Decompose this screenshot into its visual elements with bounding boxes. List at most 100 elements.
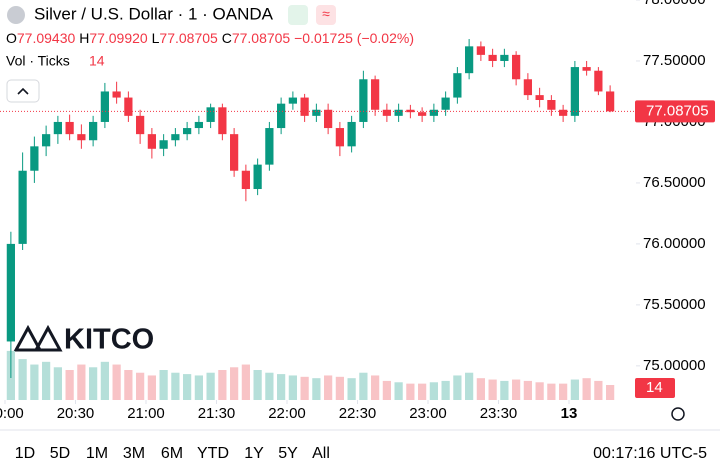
candle-body: [371, 79, 380, 110]
x-tick-label: 23:00: [409, 405, 447, 422]
volume-bar: [500, 380, 509, 400]
volume-bar: [418, 383, 427, 400]
candle-body: [42, 134, 51, 147]
volume-bar: [512, 379, 521, 400]
legend-o: O77.09430 H77.09920 L77.08705 C77.08705 …: [6, 30, 414, 46]
x-tick-label: 23:30: [480, 405, 518, 422]
range-button[interactable]: 1M: [86, 445, 108, 462]
candle-body: [359, 79, 368, 122]
candle-body: [441, 97, 450, 110]
candle-body: [570, 67, 579, 116]
collapse-button[interactable]: [6, 79, 40, 103]
market-badge[interactable]: [316, 5, 336, 25]
volume-bar: [488, 379, 497, 400]
volume-bar: [230, 367, 239, 400]
range-button[interactable]: YTD: [197, 445, 229, 462]
volume-bar: [18, 359, 27, 400]
volume-bar: [30, 364, 39, 400]
x-tick-label: 22:00: [268, 405, 306, 422]
y-tick-label: 75.00000: [643, 357, 706, 374]
volume-bar: [312, 378, 321, 400]
volume-bar: [277, 374, 286, 400]
candle-body: [206, 107, 215, 122]
open: 77.09430: [17, 30, 76, 46]
volume-bar: [359, 372, 368, 400]
candle-body: [453, 73, 462, 98]
range-button[interactable]: 3M: [123, 445, 145, 462]
y-tick-label: 75.50000: [643, 296, 706, 313]
status-badge[interactable]: [288, 5, 308, 25]
y-tick-label: 76.00000: [643, 235, 706, 252]
candle-body: [535, 95, 544, 100]
logo: KITCO: [13, 324, 154, 356]
range-button[interactable]: 1D: [15, 445, 35, 462]
volume-bar: [124, 370, 133, 400]
volume-bar: [171, 372, 180, 400]
candle-body: [230, 134, 239, 171]
candle-body: [512, 54, 521, 80]
range-button[interactable]: 5Y: [278, 445, 298, 462]
volume-bar: [453, 375, 462, 400]
volume-bar: [559, 383, 568, 400]
range-button[interactable]: 6M: [161, 445, 183, 462]
volume-bar: [89, 367, 98, 400]
volume-bar: [53, 367, 62, 400]
volume-bar: [42, 361, 51, 400]
volume-bar: [147, 375, 156, 400]
volume-bar: [100, 361, 109, 400]
candle-body: [594, 70, 603, 92]
candle-body: [77, 134, 86, 141]
collapse-icon: [17, 87, 29, 95]
last-price-label: 77.08705: [646, 102, 709, 119]
volume-bar: [371, 375, 380, 400]
volume-bar: [476, 378, 485, 400]
candle-body: [547, 100, 556, 110]
candle-body: [218, 107, 227, 135]
volume-bar: [265, 372, 274, 400]
low: 77.08705: [159, 30, 218, 46]
volume-bar: [606, 385, 615, 400]
candle-body: [241, 170, 250, 190]
candle-body: [100, 91, 109, 122]
candle-body: [112, 91, 121, 98]
candle-body: [418, 112, 427, 116]
candle-body: [312, 109, 321, 116]
x-tick-label: 13: [561, 405, 578, 422]
clock: 00:17:16 UTC-5: [593, 445, 707, 462]
candle-body: [89, 121, 98, 141]
market-icon: ≈: [322, 6, 330, 22]
volume-value: 14: [89, 53, 105, 69]
settings-button[interactable]: [671, 407, 685, 421]
volume-bar: [159, 370, 168, 400]
range-button[interactable]: All: [312, 445, 330, 462]
volume-bar: [594, 380, 603, 400]
candle-body: [324, 109, 333, 129]
chart-title: Silver / U.S. Dollar · 1 · OANDA: [34, 4, 274, 23]
candle-body: [465, 46, 474, 74]
volume-label: Vol · Ticks: [6, 53, 70, 69]
candle-body: [30, 146, 39, 171]
x-tick-label: 21:00: [127, 405, 165, 422]
candle-body: [429, 109, 438, 116]
range-button[interactable]: 5D: [50, 445, 70, 462]
candle-body: [18, 170, 27, 244]
candle-body: [300, 97, 309, 116]
volume-box-label: 14: [646, 379, 663, 396]
range-button[interactable]: 1Y: [244, 445, 264, 462]
volume-bar: [335, 376, 344, 400]
candle-body: [335, 128, 344, 147]
volume-bar: [253, 370, 262, 400]
candle-body: [476, 46, 485, 55]
ohlc-legend: O77.09430 H77.09920 L77.08705 C77.08705 …: [6, 30, 414, 69]
volume-bar: [382, 380, 391, 400]
high: 77.09920: [89, 30, 148, 46]
volume-bar: [218, 370, 227, 400]
candle-body: [394, 109, 403, 116]
volume-bar: [535, 382, 544, 400]
candle-body: [288, 97, 297, 104]
candle-body: [159, 140, 168, 149]
candle-body: [500, 54, 509, 61]
volume-bar: [241, 364, 250, 400]
candle-body: [277, 103, 286, 129]
x-tick-label: 20:30: [57, 405, 95, 422]
